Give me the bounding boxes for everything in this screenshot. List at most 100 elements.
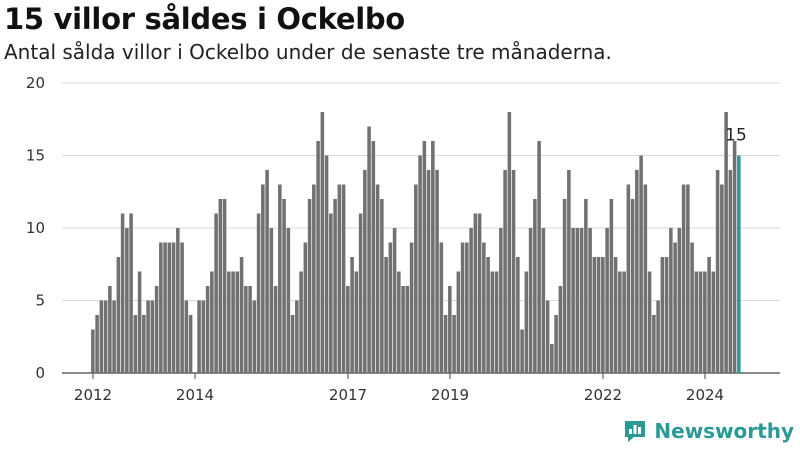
bar — [694, 271, 699, 373]
bar — [579, 228, 584, 373]
bar — [660, 257, 665, 373]
bar — [435, 170, 439, 373]
bar — [256, 213, 261, 373]
bar — [324, 155, 329, 373]
bar — [133, 315, 138, 373]
bar — [222, 199, 227, 373]
bar — [588, 228, 592, 373]
bar — [622, 271, 626, 373]
bar — [571, 228, 575, 373]
bar — [652, 315, 656, 373]
bar — [171, 242, 176, 373]
brand-name: Newsworthy — [654, 419, 794, 443]
bar — [176, 228, 180, 373]
bar — [329, 213, 333, 373]
bar — [261, 184, 265, 373]
bar — [541, 228, 546, 373]
bar — [711, 271, 716, 373]
bar — [235, 271, 240, 373]
bar — [703, 271, 707, 373]
bar — [524, 271, 529, 373]
bar — [397, 271, 401, 373]
bar — [180, 242, 184, 373]
bar — [312, 184, 316, 373]
bar — [613, 257, 618, 373]
bar — [307, 199, 312, 373]
x-tick-label: 2022 — [584, 386, 622, 404]
bar — [137, 271, 142, 373]
bar — [698, 271, 703, 373]
x-axis: 2012 2014 2017 2019 2022 2024 — [74, 373, 724, 404]
bar — [443, 315, 448, 373]
bar — [448, 286, 452, 373]
bar — [282, 199, 286, 373]
bar — [239, 257, 244, 373]
bar — [375, 184, 380, 373]
bar — [426, 170, 431, 373]
y-tick-label: 5 — [35, 292, 45, 310]
bar — [116, 257, 121, 373]
bar — [405, 286, 410, 373]
bar — [507, 112, 512, 373]
bar — [316, 141, 320, 373]
bar — [142, 315, 146, 373]
bar — [201, 300, 206, 373]
bar — [596, 257, 601, 373]
bar — [103, 300, 108, 373]
bar — [333, 199, 337, 373]
bar — [392, 228, 397, 373]
bar — [227, 271, 231, 373]
bar — [724, 112, 728, 373]
bar — [558, 286, 563, 373]
bar — [499, 228, 503, 373]
bar — [125, 228, 129, 373]
bar — [418, 155, 422, 373]
bar — [384, 257, 388, 373]
bar — [414, 184, 418, 373]
bar — [575, 228, 580, 373]
bar — [728, 170, 733, 373]
bar — [129, 213, 133, 373]
bar — [205, 286, 210, 373]
y-tick-label: 0 — [35, 364, 45, 382]
bar — [269, 228, 274, 373]
bar — [150, 300, 155, 373]
bar — [647, 271, 652, 373]
x-tick-label: 2017 — [329, 386, 367, 404]
bar — [554, 315, 558, 373]
bar — [490, 271, 495, 373]
y-tick-label: 10 — [26, 219, 45, 237]
bar — [673, 242, 677, 373]
bar — [562, 199, 567, 373]
bar — [469, 228, 473, 373]
chart-title: 15 villor såldes i Ockelbo — [4, 2, 405, 36]
bar — [707, 257, 711, 373]
bar-latest — [737, 155, 741, 373]
bar — [303, 242, 308, 373]
bar — [380, 199, 384, 373]
bar — [265, 170, 269, 373]
bar — [346, 286, 350, 373]
y-tick-label: 20 — [26, 74, 45, 92]
bar — [91, 329, 95, 373]
bar — [630, 199, 635, 373]
bar — [120, 213, 125, 373]
bar — [159, 242, 163, 373]
bar — [477, 213, 482, 373]
bar — [354, 271, 359, 373]
bar — [231, 271, 235, 373]
bar — [218, 199, 223, 373]
x-tick-label: 2012 — [74, 386, 112, 404]
bar — [388, 242, 393, 373]
bar — [371, 141, 376, 373]
bar — [431, 141, 435, 373]
bar — [482, 242, 486, 373]
bar — [618, 271, 622, 373]
bar — [473, 213, 478, 373]
bar — [584, 199, 588, 373]
bar — [286, 228, 291, 373]
bar — [720, 184, 724, 373]
bar — [337, 184, 342, 373]
bar — [516, 257, 520, 373]
bar — [494, 271, 499, 373]
